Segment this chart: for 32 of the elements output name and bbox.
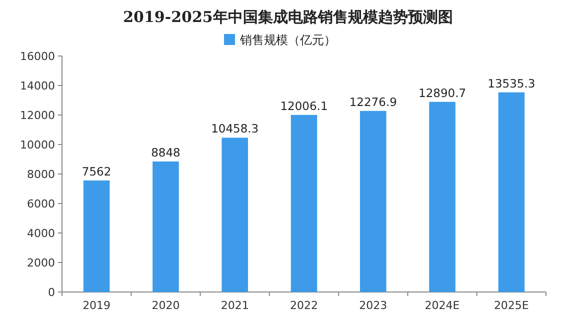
y-tick-label: 16000 <box>20 50 55 63</box>
data-label: 12890.7 <box>418 86 466 100</box>
data-label: 12276.9 <box>349 94 397 109</box>
y-tick-label: 0 <box>48 286 55 299</box>
y-tick-label: 4000 <box>27 227 55 240</box>
data-label: 12006.1 <box>280 98 328 113</box>
bar <box>222 138 248 292</box>
x-tick-label: 2024E <box>424 299 460 312</box>
y-tick-label: 14000 <box>20 80 55 92</box>
bar <box>290 114 318 292</box>
bar <box>498 92 525 292</box>
bar <box>83 180 110 292</box>
data-label: 10458.3 <box>211 122 259 136</box>
x-tick-label: 2020 <box>152 299 180 312</box>
y-tick-label: 12000 <box>20 109 55 122</box>
bar <box>152 161 179 292</box>
y-tick-label: 2000 <box>27 256 55 270</box>
bar <box>360 110 386 292</box>
x-tick-label: 2025E <box>494 299 529 312</box>
data-label: 13535.3 <box>488 76 536 90</box>
x-tick-label: 2022 <box>290 299 318 312</box>
data-label: 7562 <box>82 164 112 178</box>
x-tick-label: 2019 <box>82 299 111 312</box>
x-tick-label: 2023 <box>359 299 388 312</box>
bar <box>429 102 456 292</box>
legend-label: 销售规模（亿元） <box>239 33 336 47</box>
y-tick-label: 8000 <box>27 168 55 181</box>
data-label: 8848 <box>151 145 180 160</box>
x-tick-label: 2021 <box>220 299 249 312</box>
y-tick-label: 10000 <box>20 138 55 152</box>
y-tick-label: 6000 <box>27 198 55 210</box>
chart-title: 2019-2025年中国集成电路销售规模趋势预测图 <box>123 8 453 26</box>
